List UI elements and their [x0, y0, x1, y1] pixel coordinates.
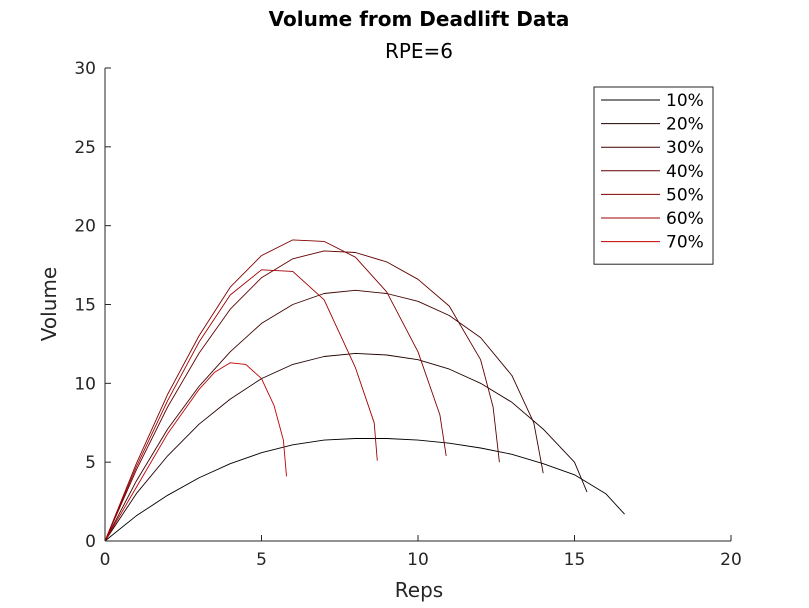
y-tick-label: 5	[85, 453, 96, 473]
y-axis-label: Volume	[37, 267, 61, 341]
y-tick-label: 0	[85, 532, 96, 552]
x-tick-label: 0	[100, 550, 111, 570]
series-line-5	[104, 239, 447, 542]
plot-lines	[104, 239, 625, 542]
legend-label-1: 10%	[666, 91, 704, 111]
y-tick-label: 10	[74, 374, 96, 394]
series-line-4	[104, 250, 500, 542]
series-line-7	[104, 362, 287, 542]
x-tick-label: 10	[407, 550, 429, 570]
x-tick-label: 20	[720, 550, 742, 570]
series-line-2	[104, 352, 588, 542]
x-tick-label: 15	[564, 550, 586, 570]
legend-label-5: 50%	[666, 185, 704, 205]
y-tick-label: 20	[74, 217, 96, 237]
chart-subtitle: RPE=6	[385, 39, 453, 63]
series-line-1	[104, 438, 625, 542]
y-tick-label: 15	[74, 296, 96, 316]
series-line-6	[104, 269, 378, 542]
legend-label-7: 70%	[666, 233, 704, 253]
legend-label-2: 20%	[666, 115, 704, 135]
legend: 10% 20% 30% 40% 50% 60% 70%	[593, 86, 714, 265]
chart-title: Volume from Deadlift Data	[269, 7, 570, 31]
y-tick-label: 30	[74, 59, 96, 79]
axes: 0 5 10 15 20 0 5 10 15 20 25 30	[74, 59, 741, 570]
legend-label-4: 40%	[666, 162, 704, 182]
legend-label-3: 30%	[666, 138, 704, 158]
y-tick-label: 25	[74, 138, 96, 158]
legend-box	[593, 86, 714, 265]
x-tick-label: 5	[256, 550, 267, 570]
legend-label-6: 60%	[666, 209, 704, 229]
x-axis-label: Reps	[395, 578, 443, 602]
series-line-3	[104, 289, 544, 542]
